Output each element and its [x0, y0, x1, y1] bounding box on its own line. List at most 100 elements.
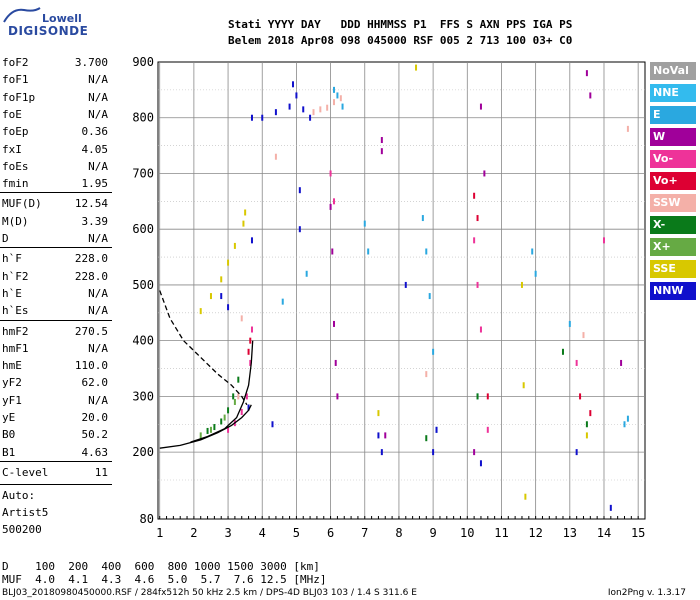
echo-point: [575, 449, 578, 456]
echo-point: [291, 81, 294, 88]
auto-scaling-line3: 500200: [2, 523, 42, 537]
echo-point: [336, 92, 339, 99]
echo-point: [209, 293, 212, 300]
separator: [0, 484, 112, 486]
param-name: fxI: [2, 142, 22, 156]
param-value: 62.0: [81, 376, 109, 390]
echo-point: [261, 114, 264, 121]
param-row: yF2 62.0: [0, 376, 110, 393]
param-name: fmin: [2, 177, 29, 191]
echo-point: [626, 415, 629, 422]
auto-scaling-line2: Artist5: [2, 506, 49, 520]
echo-point: [473, 192, 476, 199]
profile-curve: [190, 340, 254, 443]
logo-mark-icon: [3, 7, 41, 23]
echo-point: [380, 137, 383, 144]
echo-point: [476, 393, 479, 400]
echo-point: [589, 410, 592, 417]
echo-point: [333, 86, 336, 93]
echo-point: [220, 293, 223, 300]
param-value: N/A: [88, 341, 108, 355]
echo-point: [250, 326, 253, 333]
param-name: hmF2: [2, 324, 29, 338]
echo-point: [206, 427, 209, 434]
echo-point: [476, 281, 479, 288]
echo-point: [227, 426, 230, 433]
echo-point: [312, 109, 315, 116]
echo-point: [377, 410, 380, 417]
param-name: foF2: [2, 56, 29, 69]
echo-point: [274, 153, 277, 160]
echo-point: [486, 426, 489, 433]
echo-point: [223, 414, 226, 421]
y-tick-label: 600: [132, 222, 154, 236]
y-tick-label: 200: [132, 445, 154, 459]
y-tick-label: 300: [132, 389, 154, 403]
legend-item: SSE: [650, 260, 696, 278]
echo-point: [305, 270, 308, 277]
echo-point: [432, 348, 435, 355]
digisonde-logo: Lowell DIGISONDE: [2, 6, 88, 46]
echo-point: [575, 359, 578, 366]
param-value: 270.5: [74, 324, 108, 338]
param-name: M(D): [2, 214, 29, 228]
param-name: yF2: [2, 376, 22, 390]
echo-point: [329, 170, 332, 177]
plot-frame: [157, 61, 646, 520]
echo-point: [479, 460, 482, 467]
echo-point: [247, 348, 250, 355]
muf-row: MUF 4.0 4.1 4.3 4.6 5.0 5.7 7.6 12.5 [MH…: [2, 573, 327, 586]
param-value: N/A: [88, 107, 108, 121]
echo-point: [250, 114, 253, 121]
y-tick-label: 400: [132, 334, 154, 348]
echo-point: [531, 248, 534, 255]
param-row: fmin 1.95: [0, 177, 110, 194]
echo-point: [380, 449, 383, 456]
y-tick-label: 900: [132, 55, 154, 69]
echo-point: [585, 70, 588, 77]
legend-item: X+: [650, 238, 696, 256]
param-value: 11: [94, 465, 108, 479]
echo-point: [295, 92, 298, 99]
param-row: D N/A: [0, 232, 110, 249]
echo-point: [237, 393, 240, 400]
profile-curve: [159, 290, 248, 406]
echo-point: [247, 404, 250, 411]
x-tick-label: 5: [293, 526, 300, 540]
echo-point: [333, 320, 336, 327]
param-row: B1 4.63: [0, 446, 110, 463]
echo-point: [298, 187, 301, 194]
param-name: yF1: [2, 393, 22, 407]
param-row: yF1 N/A: [0, 394, 110, 411]
echo-point: [589, 92, 592, 99]
param-name: MUF(D): [2, 197, 42, 211]
echo-point: [244, 209, 247, 216]
d-row: D 100 200 400 600 800 1000 1500 3000 [km…: [2, 560, 320, 573]
param-value: N/A: [88, 73, 108, 87]
echo-point: [561, 348, 564, 355]
param-value: 3.700: [74, 56, 108, 69]
echo-point: [274, 109, 277, 116]
param-name: foF1: [2, 73, 29, 87]
logo-line1: Lowell: [42, 12, 82, 25]
param-row: foEp 0.36: [0, 125, 110, 142]
echo-point: [245, 393, 248, 400]
param-row: foF1p N/A: [0, 91, 110, 108]
echo-point: [249, 359, 252, 366]
echo-point: [220, 276, 223, 283]
echo-point: [626, 125, 629, 132]
echo-point: [415, 64, 418, 71]
echo-point: [585, 432, 588, 439]
param-value: 1.95: [81, 177, 109, 191]
echo-point: [602, 237, 605, 244]
param-value: N/A: [88, 304, 108, 318]
echo-point: [432, 449, 435, 456]
echo-point: [476, 215, 479, 222]
x-tick-label: 15: [631, 526, 645, 540]
legend-item: NNW: [650, 282, 696, 300]
echo-point: [249, 337, 252, 344]
y-tick-label: 800: [132, 111, 154, 125]
echo-point: [271, 421, 274, 428]
param-row: foF2 3.700: [0, 56, 110, 73]
param-name: hmF1: [2, 341, 29, 355]
